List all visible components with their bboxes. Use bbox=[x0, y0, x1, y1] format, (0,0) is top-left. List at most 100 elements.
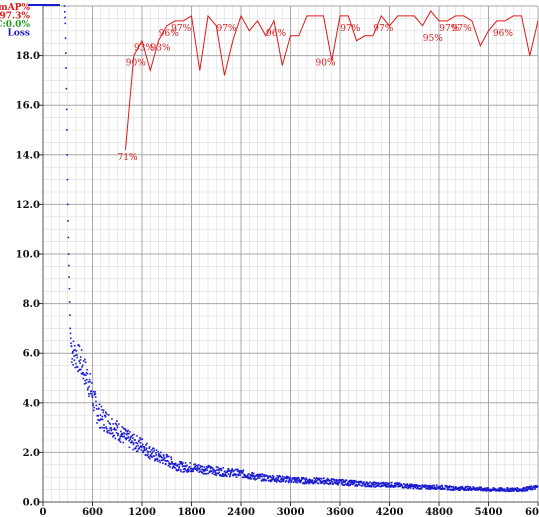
x-tick-label: 1800 bbox=[178, 507, 206, 517]
loss-point bbox=[226, 475, 228, 478]
loss-point bbox=[308, 482, 310, 485]
x-tick-labels: 0 600 1200 1800 2400 3000 3600 4200 4800 5400 60 bbox=[40, 502, 539, 517]
loss-point bbox=[126, 432, 128, 435]
loss-point bbox=[192, 467, 195, 470]
loss-point bbox=[426, 487, 428, 490]
loss-point bbox=[86, 368, 88, 371]
loss-point bbox=[71, 352, 74, 354]
loss-point bbox=[308, 478, 311, 481]
loss-point bbox=[140, 449, 143, 451]
loss-point bbox=[163, 458, 166, 460]
loss-point bbox=[529, 487, 531, 490]
loss-point bbox=[108, 432, 111, 434]
loss-point bbox=[463, 487, 465, 490]
loss-point bbox=[232, 474, 234, 477]
loss-point bbox=[259, 474, 261, 476]
loss-point bbox=[115, 423, 118, 426]
loss-point bbox=[177, 463, 179, 466]
loss-point bbox=[451, 486, 453, 488]
loss-point bbox=[440, 488, 443, 490]
loss-point bbox=[447, 488, 450, 491]
loss-point bbox=[79, 362, 81, 364]
loss-point bbox=[485, 489, 487, 492]
loss-point bbox=[266, 475, 269, 477]
loss-point bbox=[207, 466, 210, 468]
loss-point bbox=[338, 480, 341, 483]
y-tick-labels: 0.0 2.0 4.0 6.0 8.0 10.0 12.0 14.0 16.0 18.0 bbox=[16, 51, 43, 509]
loss-point bbox=[132, 442, 135, 444]
loss-point bbox=[505, 490, 508, 492]
loss-point bbox=[157, 460, 159, 463]
loss-point bbox=[150, 449, 153, 451]
loss-point bbox=[256, 473, 259, 476]
loss-point bbox=[144, 449, 146, 452]
loss-point bbox=[106, 430, 109, 432]
loss-point bbox=[176, 465, 179, 467]
loss-point bbox=[197, 464, 200, 466]
loss-point bbox=[252, 474, 255, 477]
loss-point bbox=[277, 478, 279, 481]
loss-point bbox=[85, 378, 88, 381]
loss-point bbox=[121, 426, 123, 428]
loss-point bbox=[79, 359, 82, 361]
loss-point bbox=[412, 487, 415, 490]
loss-point bbox=[236, 468, 239, 471]
loss-point bbox=[524, 487, 526, 490]
loss-point bbox=[138, 446, 141, 449]
loss-point bbox=[69, 327, 72, 330]
loss-point bbox=[351, 482, 354, 484]
loss-point bbox=[179, 468, 182, 471]
loss-point bbox=[318, 478, 321, 481]
loss-point bbox=[224, 470, 226, 473]
map-annotation-label: 97% bbox=[452, 24, 472, 34]
loss-point bbox=[437, 487, 440, 489]
loss-point bbox=[165, 456, 168, 458]
loss-point bbox=[178, 465, 181, 468]
loss-point bbox=[111, 432, 114, 434]
loss-point bbox=[85, 382, 87, 384]
loss-point bbox=[380, 485, 383, 488]
loss-point bbox=[479, 487, 482, 489]
loss-point bbox=[82, 377, 85, 380]
loss-point bbox=[382, 485, 384, 487]
loss-point bbox=[295, 478, 298, 480]
loss-point bbox=[294, 479, 296, 482]
loss-point bbox=[182, 468, 185, 470]
loss-point bbox=[68, 301, 71, 303]
loss-point bbox=[458, 488, 461, 491]
loss-point bbox=[194, 468, 197, 471]
loss-point bbox=[215, 466, 218, 468]
loss-point bbox=[241, 471, 243, 474]
loss-point bbox=[101, 408, 103, 411]
loss-point bbox=[103, 424, 105, 426]
loss-point bbox=[98, 427, 101, 429]
loss-point bbox=[156, 458, 159, 460]
loss-point bbox=[195, 464, 197, 467]
loss-point bbox=[393, 482, 396, 485]
loss-point bbox=[304, 480, 307, 482]
loss-point bbox=[208, 465, 210, 467]
legend-entry: Loss bbox=[8, 29, 30, 39]
loss-point bbox=[452, 485, 454, 488]
loss-point bbox=[457, 488, 459, 490]
loss-point bbox=[513, 487, 516, 490]
loss-point bbox=[313, 481, 315, 484]
loss-point bbox=[166, 455, 169, 457]
loss-point bbox=[76, 356, 79, 359]
y-tick-label: 4.0 bbox=[23, 398, 40, 409]
loss-point bbox=[115, 429, 117, 431]
loss-point bbox=[445, 485, 448, 487]
loss-point bbox=[89, 392, 92, 395]
loss-point bbox=[270, 476, 273, 479]
loss-point bbox=[293, 481, 295, 483]
loss-point bbox=[367, 483, 370, 485]
loss-point bbox=[241, 476, 244, 479]
loss-point bbox=[112, 423, 115, 425]
loss-point bbox=[238, 470, 241, 472]
loss-point bbox=[220, 468, 222, 471]
loss-point bbox=[251, 471, 254, 474]
loss-point bbox=[217, 466, 219, 469]
loss-point bbox=[88, 378, 91, 381]
loss-point bbox=[393, 485, 396, 488]
